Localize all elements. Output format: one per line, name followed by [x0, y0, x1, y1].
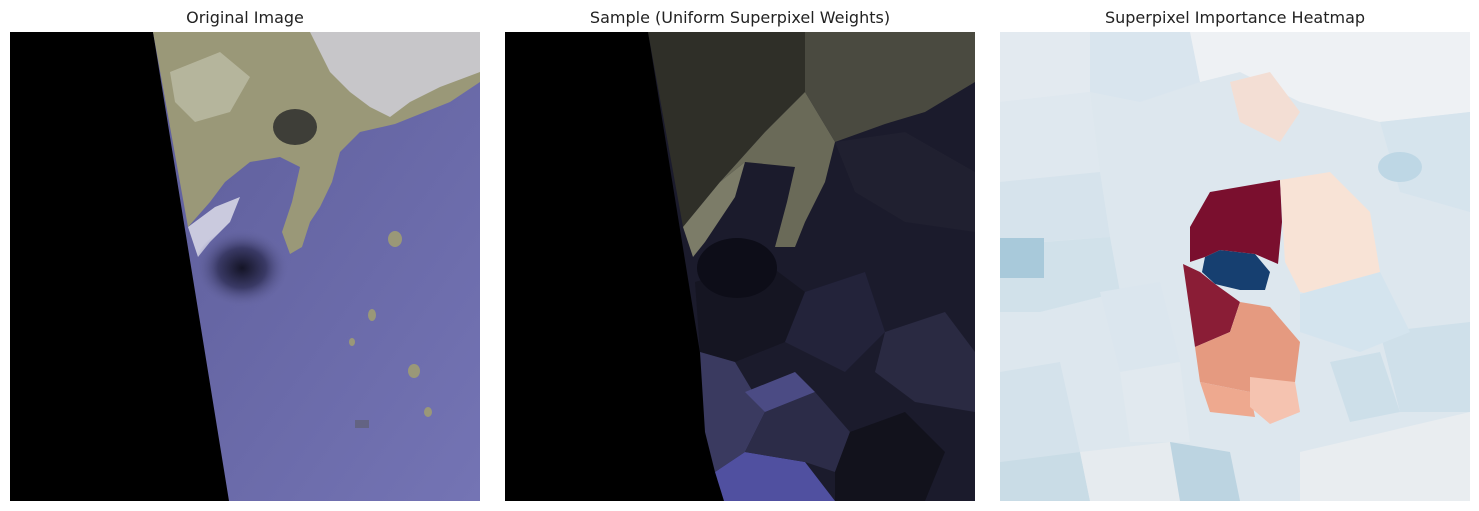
heatmap-image: [1000, 32, 1470, 501]
sample-title: Sample (Uniform Superpixel Weights): [589, 8, 891, 27]
heatmap-panel: Superpixel Importance Heatmap: [1000, 0, 1470, 511]
sample-panel: Sample (Uniform Superpixel Weights): [505, 0, 975, 511]
sample-image: [505, 32, 975, 501]
original-image-panel: Original Image: [10, 0, 480, 511]
heatmap-title: Superpixel Importance Heatmap: [1104, 8, 1366, 27]
original-image-title: Original Image: [186, 8, 304, 27]
original-image: [10, 32, 480, 501]
